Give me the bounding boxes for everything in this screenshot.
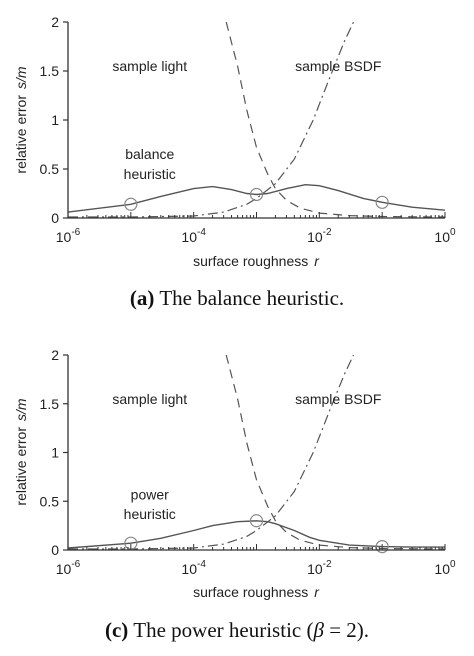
annotations-c: sample light sample BSDF power heuristic <box>112 391 381 522</box>
annotation-label: sample BSDF <box>295 391 381 407</box>
marker-circle <box>124 197 138 211</box>
annotation-label: sample light <box>112 391 187 407</box>
y-axis-label-c: relative errors/m <box>13 398 29 505</box>
series-line-sample-light <box>225 354 445 550</box>
marker-circle <box>249 187 264 202</box>
plot-marks-a <box>68 21 445 218</box>
series-line-power-heuristic <box>68 520 445 549</box>
caption-a: (a) The balance heuristic. <box>130 286 344 310</box>
marker-circle <box>249 514 264 528</box>
annotation-label: heuristic <box>124 506 176 522</box>
x-tick-label: 10-4 <box>181 227 206 245</box>
x-tick-label: 10-2 <box>307 227 332 245</box>
y-tick-label: 2 <box>51 14 59 30</box>
annotation-label: balance <box>125 146 174 162</box>
annotation-label: sample light <box>112 58 187 74</box>
x-axis-label-a: surface roughness r <box>193 253 320 269</box>
x-tick-label: 10-6 <box>56 559 81 577</box>
y-ticks-a: 0 0.5 1 1.5 2 <box>40 14 68 226</box>
y-ticks-c: 0 0.5 1 1.5 2 <box>40 347 68 558</box>
x-tick-label: 100 <box>434 227 456 245</box>
x-tick-label: 100 <box>434 559 456 577</box>
caption-c: (c) The power heuristic (β = 2). <box>105 618 369 642</box>
series-line-sample-BSDF <box>68 21 355 218</box>
series-line-balance-heuristic <box>68 183 445 213</box>
y-tick-label: 1.5 <box>40 63 60 79</box>
annotations-a: sample light sample BSDF balance heuristic <box>112 58 381 182</box>
y-tick-label: 1 <box>51 112 59 128</box>
marker-circle <box>375 539 389 554</box>
y-axis-label-a: relative errors/m <box>13 66 29 173</box>
plot-marks-c <box>68 354 445 554</box>
y-tick-label: 0 <box>51 210 59 226</box>
y-tick-label: 1 <box>51 445 59 461</box>
x-tick-label: 10-6 <box>56 227 81 245</box>
annotation-label: sample BSDF <box>295 58 381 74</box>
series-line-sample-light <box>225 21 445 218</box>
x-ticks-a: 10-6 10-4 10-2 100 <box>56 212 456 245</box>
x-ticks-c: 10-6 10-4 10-2 100 <box>56 544 456 577</box>
annotation-label: power <box>131 486 169 502</box>
x-tick-label: 10-2 <box>307 559 332 577</box>
chart-panel-a: 00.511.52 10-6 10-4 10-2 100 sample light sa… <box>13 14 456 310</box>
chart-panel-c: 00.511.52 10-6 10-4 10-2 100 sample light sa… <box>13 347 456 642</box>
x-tick-label: 10-4 <box>181 559 206 577</box>
x-axis-label-c: surface roughness r <box>193 584 320 600</box>
annotation-label: heuristic <box>124 166 176 182</box>
y-tick-label: 0.5 <box>40 161 60 177</box>
y-tick-label: 1.5 <box>40 396 60 412</box>
y-tick-label: 0.5 <box>40 493 60 509</box>
y-tick-label: 0 <box>51 542 59 558</box>
y-tick-label: 2 <box>51 347 59 363</box>
marker-circle <box>375 195 389 209</box>
series-line-sample-BSDF <box>68 354 355 550</box>
